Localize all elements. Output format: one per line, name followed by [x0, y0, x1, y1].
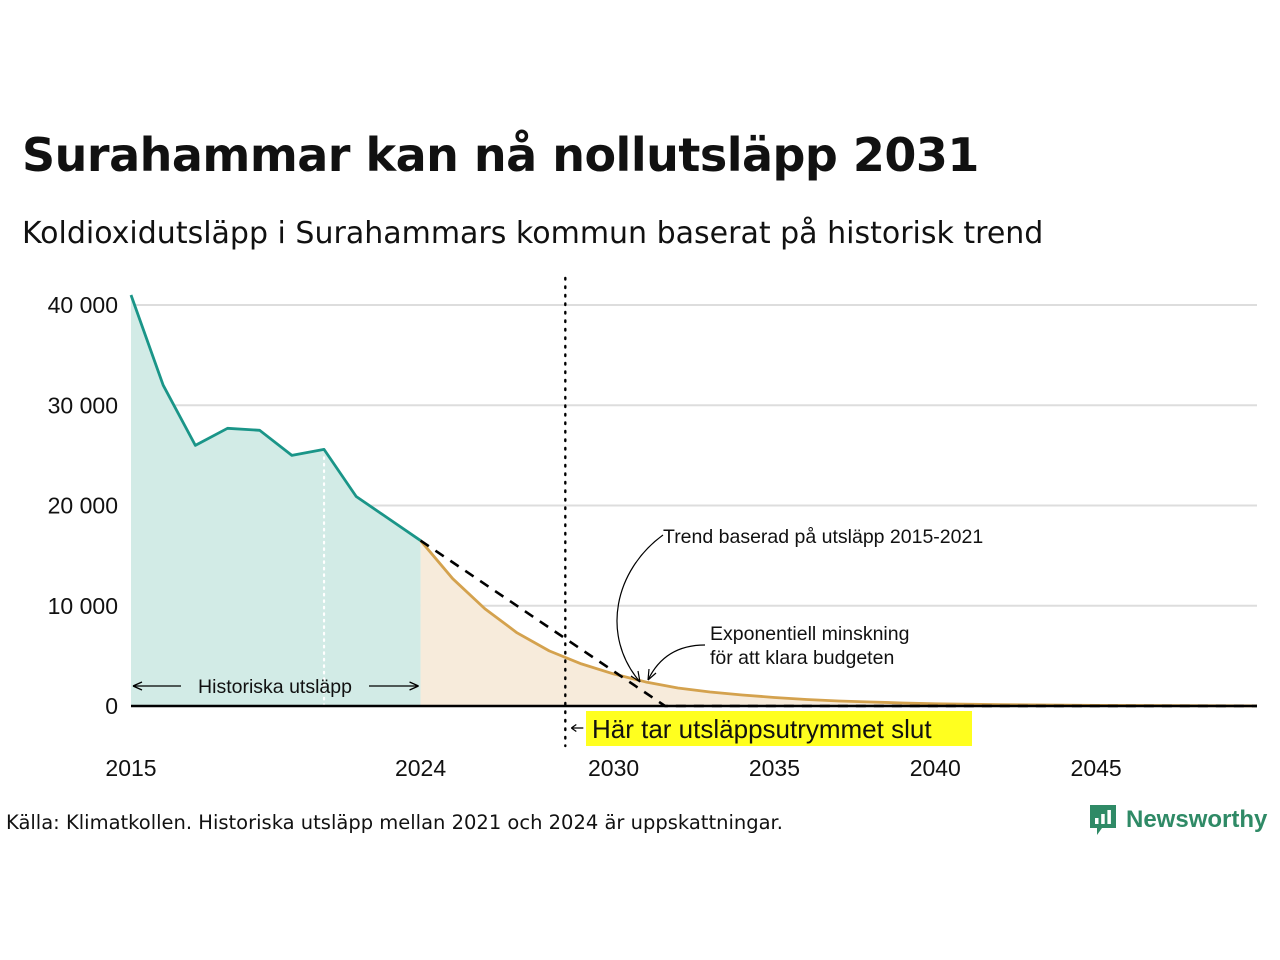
source-note: Källa: Klimatkollen. Historiska utsläpp …	[6, 811, 783, 834]
newsworthy-logo-icon	[1090, 805, 1116, 835]
budget-end-highlight	[586, 711, 972, 746]
area-fills	[131, 294, 1257, 706]
x-tick-label: 2035	[749, 755, 800, 781]
budget-end-label: Här tar utsläppsutrymmet slut	[592, 714, 932, 744]
chart-subtitle: Koldioxidutsläpp i Surahammars kommun ba…	[22, 216, 1044, 251]
budget-area	[420, 540, 1257, 706]
brand-logo[interactable]: Newsworthy	[1088, 803, 1267, 837]
brand-name: Newsworthy	[1126, 806, 1268, 833]
x-tick-label: 2030	[588, 755, 639, 781]
exp-pointer	[647, 644, 706, 681]
trend-pointer-head	[630, 670, 641, 683]
historical-arrowhead-right	[409, 681, 419, 691]
x-tick-label: 2045	[1071, 755, 1122, 781]
axes: 0 10 000 20 000 30 000 40 000 2015 2024 2030 203…	[48, 292, 1257, 781]
x-tick-label: 2040	[910, 755, 961, 781]
y-tick-label: 10 000	[48, 593, 118, 619]
trend-label: Trend baserad på utsläpp 2015-2021	[663, 526, 983, 548]
budget-end-arrow	[570, 724, 584, 732]
historical-label: Historiska utsläpp	[198, 676, 352, 698]
x-tick-label: 2015	[105, 755, 156, 781]
y-tick-label: 30 000	[48, 392, 118, 418]
historical-arrowhead-left	[132, 681, 143, 691]
y-tick-label: 0	[105, 693, 118, 719]
exp-label-line2: för att klara budgeten	[710, 647, 894, 669]
historical-area	[131, 294, 421, 706]
budget-line	[419, 539, 1258, 708]
trend-pointer	[616, 534, 664, 683]
x-tick-label: 2024	[395, 755, 446, 781]
exp-pointer-head	[647, 668, 657, 681]
y-tick-label: 40 000	[48, 292, 118, 318]
annotations: Historiska utsläpp Trend baserad på utslä…	[132, 526, 983, 746]
historical-line	[129, 294, 422, 542]
chart-title: Surahammar kan nå nollutsläpp 2031	[22, 128, 979, 182]
y-tick-label: 20 000	[48, 493, 118, 519]
exp-label-line1: Exponentiell minskning	[710, 623, 909, 645]
